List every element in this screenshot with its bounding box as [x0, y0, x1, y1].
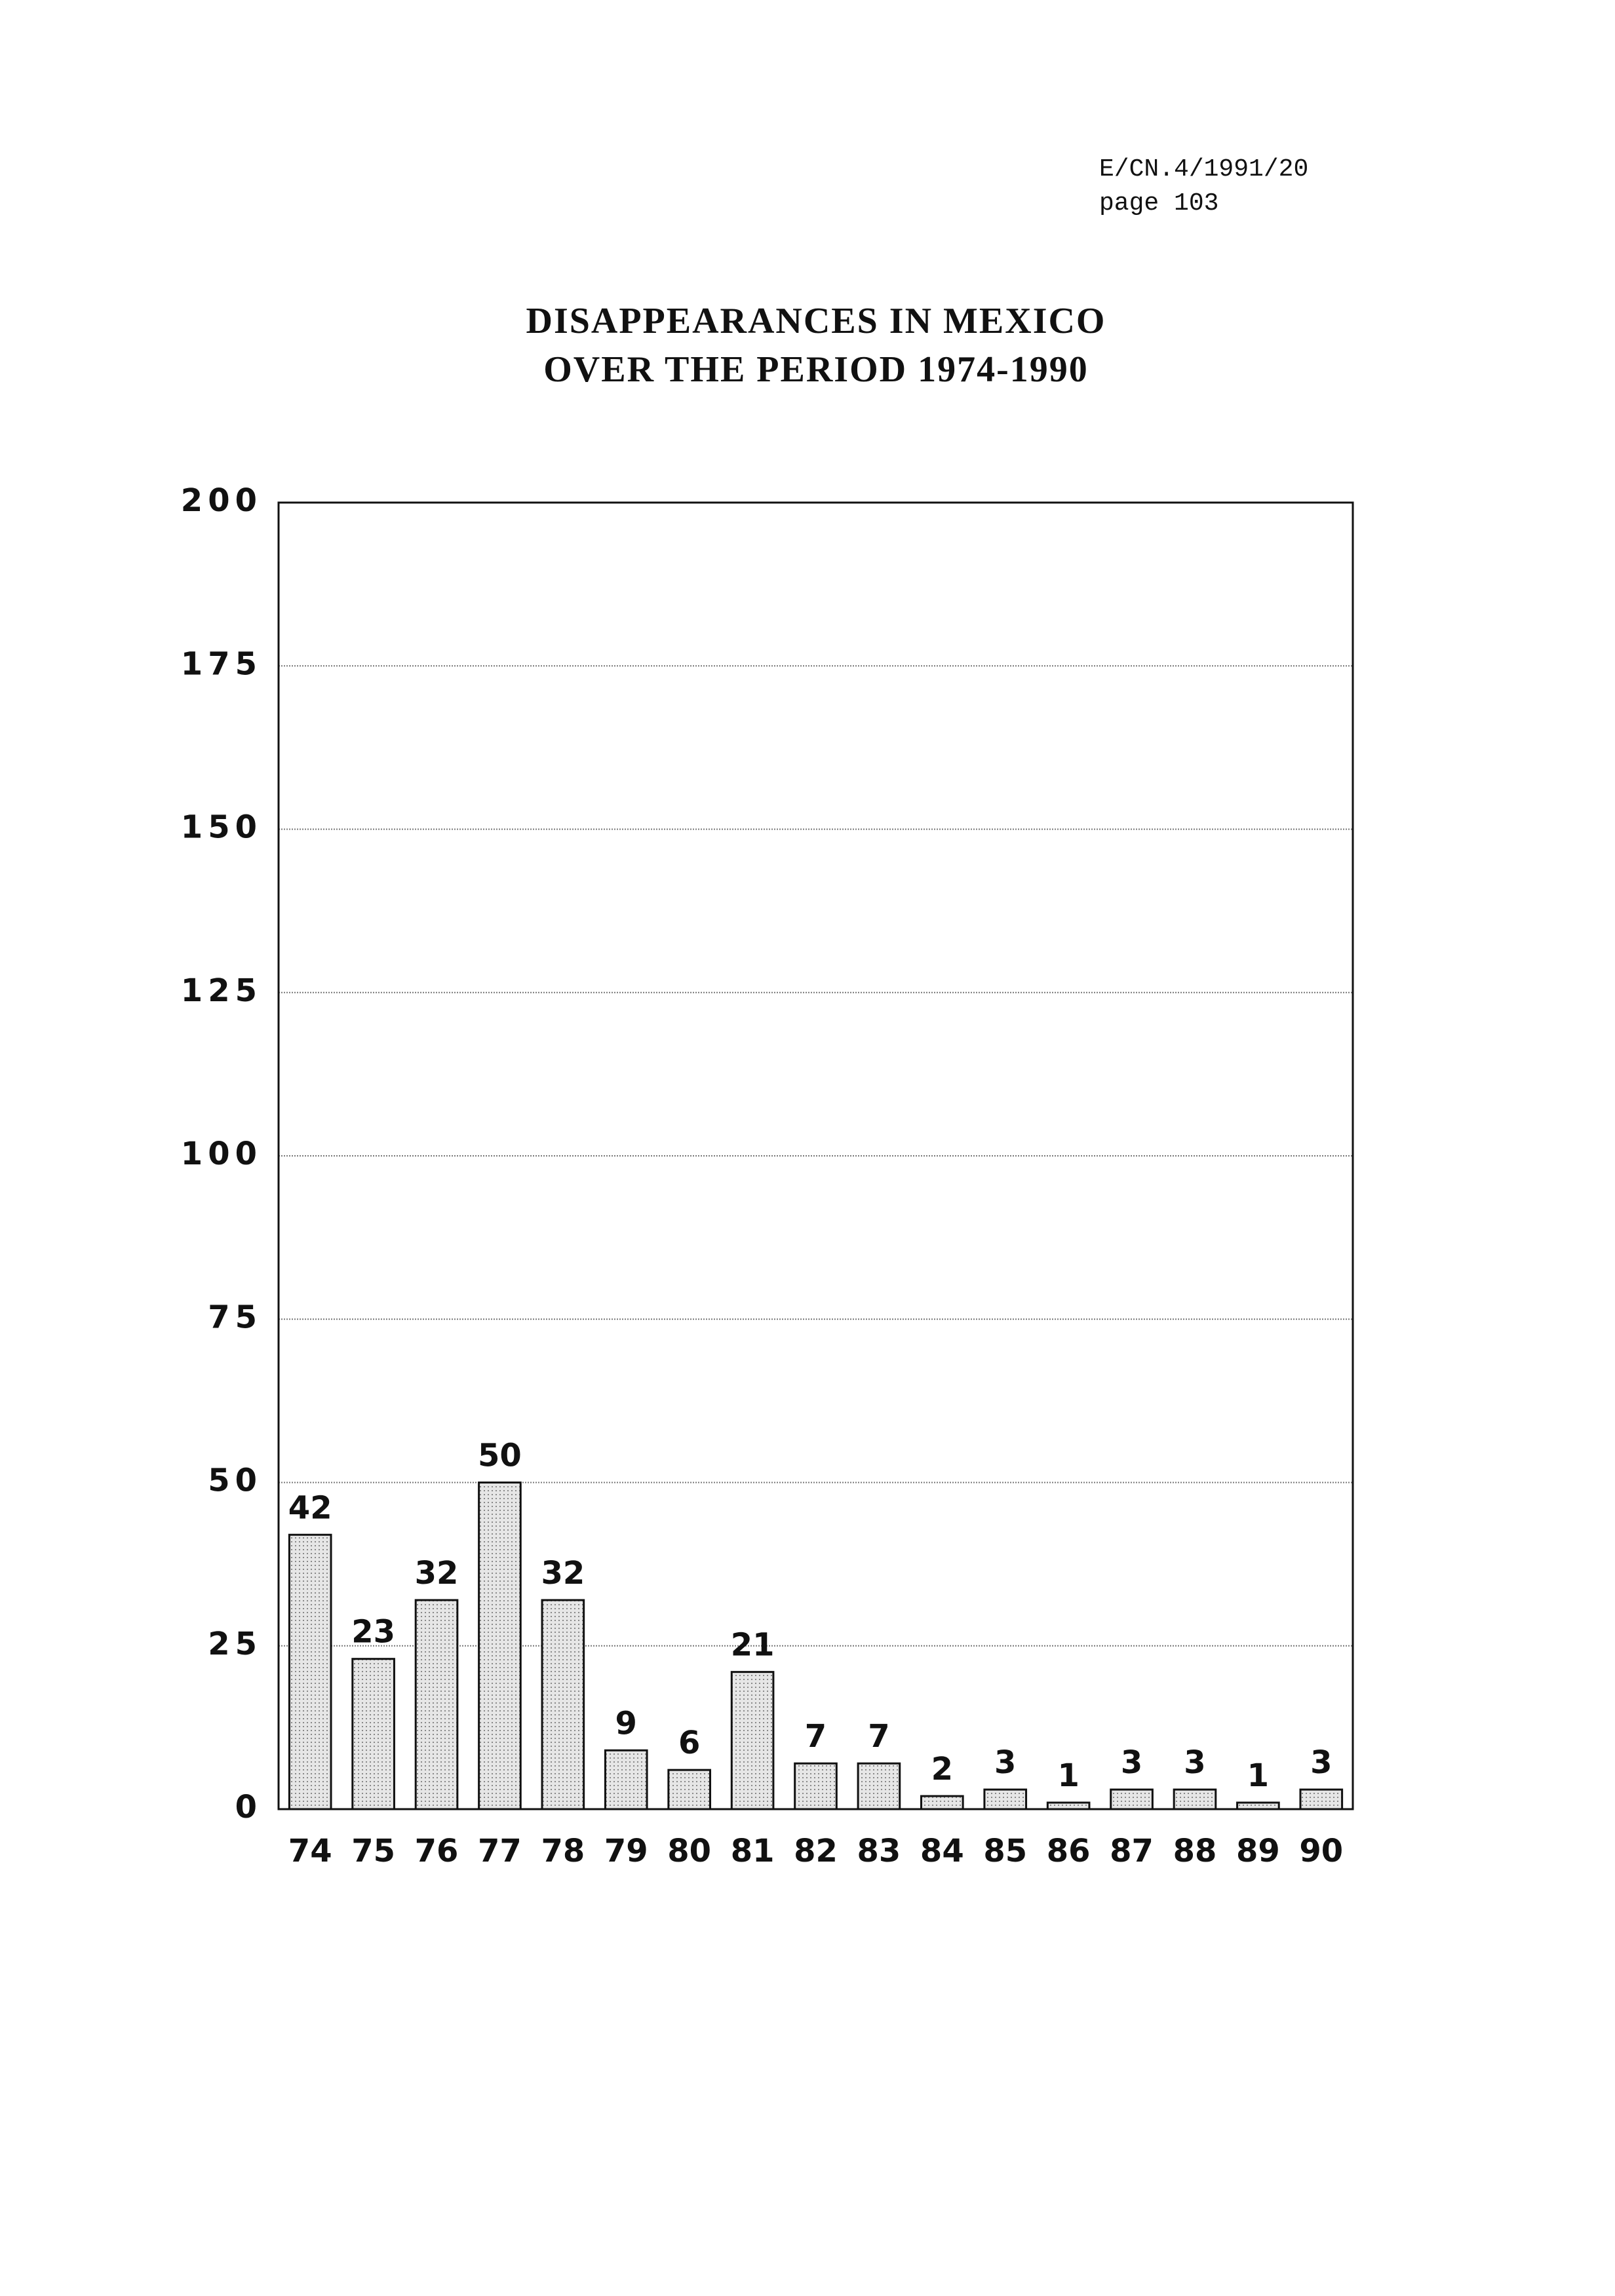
- bar: [920, 1795, 964, 1810]
- x-tick-label: 79: [604, 1833, 648, 1869]
- page-number: page 103: [1099, 189, 1218, 218]
- bar: [857, 1762, 901, 1810]
- y-tick-label: 200: [181, 482, 262, 519]
- bar: [1110, 1788, 1154, 1810]
- y-tick-label: 100: [181, 1136, 262, 1172]
- y-tick-label: 175: [181, 645, 262, 682]
- x-tick-label: 86: [1047, 1833, 1091, 1869]
- x-tick-label: 74: [288, 1833, 332, 1869]
- bar: [1173, 1788, 1217, 1810]
- data-label: 1: [1247, 1757, 1269, 1794]
- data-label: 3: [1121, 1744, 1142, 1781]
- x-tick-label: 89: [1236, 1833, 1280, 1869]
- data-label: 1: [1057, 1757, 1079, 1794]
- x-tick-label: 77: [478, 1833, 522, 1869]
- bar: [667, 1769, 711, 1810]
- data-label: 7: [868, 1718, 889, 1755]
- data-label: 50: [478, 1438, 522, 1474]
- x-tick-label: 83: [857, 1833, 901, 1869]
- x-tick-label: 76: [415, 1833, 459, 1869]
- bar: [288, 1533, 332, 1810]
- data-label: 7: [805, 1718, 827, 1755]
- x-tick-label: 80: [667, 1833, 711, 1869]
- x-tick-label: 85: [983, 1833, 1027, 1869]
- data-label: 23: [351, 1614, 395, 1651]
- x-tick-label: 87: [1110, 1833, 1154, 1869]
- x-tick-label: 90: [1299, 1833, 1343, 1869]
- x-tick-label: 84: [920, 1833, 964, 1869]
- bar: [414, 1599, 459, 1810]
- y-tick-label: 125: [181, 972, 262, 1009]
- data-label: 2: [931, 1751, 953, 1788]
- bar: [478, 1482, 522, 1810]
- bar: [351, 1658, 395, 1810]
- data-label: 3: [1310, 1744, 1332, 1781]
- x-tick-label: 75: [351, 1833, 395, 1869]
- data-label: 42: [288, 1489, 332, 1526]
- bar: [1236, 1801, 1280, 1810]
- data-label: 9: [615, 1705, 637, 1742]
- data-label: 21: [731, 1627, 775, 1664]
- bar: [794, 1762, 838, 1810]
- data-label: 6: [678, 1725, 700, 1761]
- bar: [1046, 1801, 1091, 1810]
- x-tick-label: 78: [541, 1833, 585, 1869]
- data-label: 3: [1184, 1744, 1205, 1781]
- y-tick-label: 50: [208, 1463, 262, 1499]
- x-tick-label: 82: [794, 1833, 838, 1869]
- data-label: 32: [541, 1555, 585, 1592]
- chart-title: OVER THE PERIOD 1974-1990: [543, 349, 1088, 390]
- x-tick-label: 88: [1173, 1833, 1217, 1869]
- bar: [1299, 1788, 1344, 1810]
- bar: [983, 1788, 1028, 1810]
- y-tick-label: 150: [181, 809, 262, 846]
- y-tick-label: 0: [235, 1789, 262, 1826]
- bar: [541, 1599, 585, 1810]
- y-tick-label: 25: [208, 1626, 262, 1662]
- y-tick-label: 75: [208, 1299, 262, 1335]
- bar: [604, 1749, 648, 1810]
- data-label: 32: [415, 1555, 459, 1592]
- bar: [730, 1671, 775, 1810]
- data-label: 3: [994, 1744, 1016, 1781]
- x-tick-label: 81: [731, 1833, 775, 1869]
- doc-symbol: E/CN.4/1991/20: [1099, 155, 1308, 183]
- chart-title: DISAPPEARANCES IN MEXICO: [526, 301, 1106, 341]
